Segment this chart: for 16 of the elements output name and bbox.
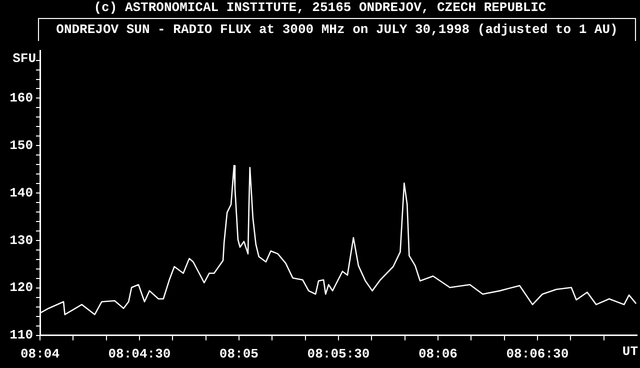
text: (c) ASTRONOMICAL INSTITUTE, 25165 ONDREJOV, CZECH REPUBLIC: [92, 0, 548, 16]
x-tick-label: 08:06: [418, 346, 458, 362]
x-tick-label: 08:04: [20, 346, 60, 362]
y-tick-label: 150: [10, 138, 34, 153]
y-axis-title: SFU: [12, 51, 36, 66]
x-tick-label: 08:06:30: [506, 346, 569, 362]
x-tick-label: 08:04:30: [108, 346, 171, 362]
x-tick-label: 08:05: [219, 346, 259, 362]
y-tick-label: 130: [10, 232, 34, 248]
y-tick-label: 120: [10, 280, 34, 296]
chart-title: ONDREJOV SUN - RADIO FLUX at 3000 MHz on JULY 30,1998 (adjusted to 1 AU): [38, 18, 636, 41]
y-tick-label: 160: [10, 90, 34, 106]
x-tick-label: 08:05:30: [307, 346, 370, 362]
y-tick-label: 110: [10, 328, 34, 343]
x-axis-title: UT: [622, 344, 638, 360]
y-tick-label: 140: [10, 185, 34, 200]
